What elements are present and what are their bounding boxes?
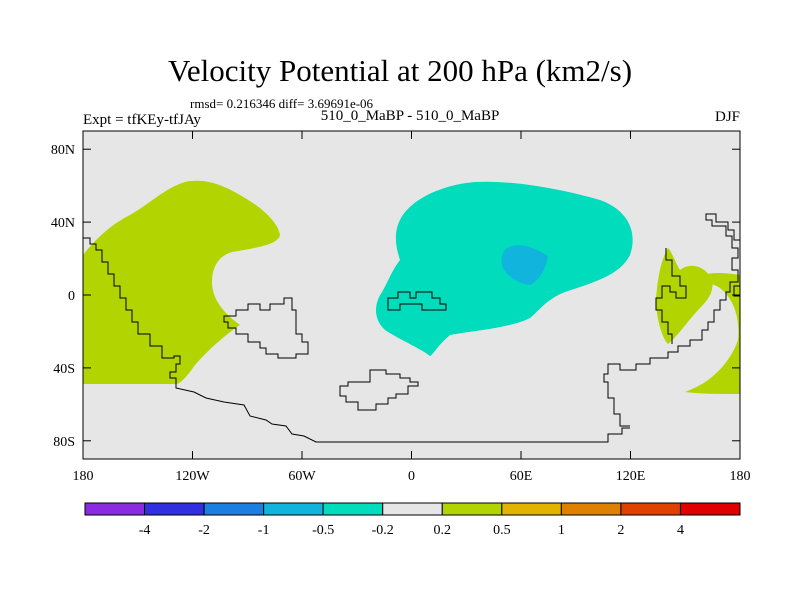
coastline-south-america-east bbox=[223, 297, 309, 359]
stats-label: rmsd= 0.216346 diff= 3.69691e-06 bbox=[190, 96, 374, 111]
y-tick-label: 0 bbox=[68, 289, 75, 304]
x-tick-label: 120W bbox=[175, 469, 210, 484]
colorbar-label: -4 bbox=[139, 523, 151, 538]
colorbar-swatch bbox=[263, 502, 324, 516]
x-axis: 180 120W 60W 0 60E 120E 180 bbox=[73, 131, 751, 484]
colorbar: -4 -2 -1 -0.5 -0.2 0.2 0.5 1 2 4 bbox=[84, 502, 741, 538]
y-tick-label: 80S bbox=[53, 435, 75, 450]
colorbar-label: 0.5 bbox=[493, 523, 511, 538]
colorbar-swatch bbox=[322, 502, 384, 516]
colorbar-label: 0.2 bbox=[434, 523, 452, 538]
colorbar-label: -0.5 bbox=[312, 523, 334, 538]
y-axis: 80N 40N 0 40S 80S bbox=[51, 143, 740, 450]
contour-fills bbox=[83, 180, 740, 394]
colorbar-swatch bbox=[560, 502, 622, 516]
colorbar-swatch bbox=[679, 502, 741, 516]
x-tick-label: 60E bbox=[510, 469, 533, 484]
colorbar-swatch bbox=[620, 502, 681, 516]
positive-anomaly-west-pacific bbox=[83, 180, 280, 385]
x-tick-label: 120E bbox=[616, 469, 646, 484]
plot-title: Velocity Potential at 200 hPa (km2/s) bbox=[167, 53, 633, 88]
positive-anomaly-east-edge bbox=[685, 273, 740, 394]
x-tick-label: 0 bbox=[408, 469, 415, 484]
coastline-americas-west bbox=[83, 237, 630, 443]
y-tick-label: 40S bbox=[53, 362, 75, 377]
x-tick-label: 60W bbox=[288, 469, 316, 484]
colorbar-swatch bbox=[84, 502, 146, 516]
experiment-label: Expt = tfKEy-tfJAy bbox=[83, 112, 201, 128]
coastline-antarctic-peninsula bbox=[339, 369, 419, 411]
colorbar-swatch bbox=[144, 502, 205, 516]
season-label: DJF bbox=[714, 109, 740, 125]
colorbar-swatch bbox=[203, 502, 265, 516]
x-tick-label: 180 bbox=[730, 469, 751, 484]
positive-anomaly-maritime bbox=[656, 248, 713, 344]
colorbar-label: -1 bbox=[258, 523, 270, 538]
coastline-africa bbox=[387, 291, 447, 311]
colorbar-label: 1 bbox=[558, 523, 565, 538]
colorbar-label: -0.2 bbox=[372, 523, 394, 538]
coastline-maritime bbox=[655, 248, 687, 344]
x-tick-label: 180 bbox=[73, 469, 94, 484]
coastline-east-mid bbox=[733, 285, 740, 297]
coastline-asia-east bbox=[603, 213, 740, 427]
colorbar-label: 4 bbox=[677, 523, 684, 538]
y-tick-label: 80N bbox=[51, 143, 75, 158]
colorbar-swatch bbox=[441, 502, 503, 516]
colorbar-label: -2 bbox=[198, 523, 210, 538]
coastlines bbox=[83, 213, 740, 443]
case-label: 510_0_MaBP - 510_0_MaBP bbox=[320, 108, 500, 124]
colorbar-label: 2 bbox=[617, 523, 624, 538]
colorbar-swatch bbox=[382, 502, 443, 516]
y-tick-label: 40N bbox=[51, 216, 75, 231]
negative-anomaly-core bbox=[501, 245, 548, 285]
colorbar-swatch bbox=[501, 502, 562, 516]
